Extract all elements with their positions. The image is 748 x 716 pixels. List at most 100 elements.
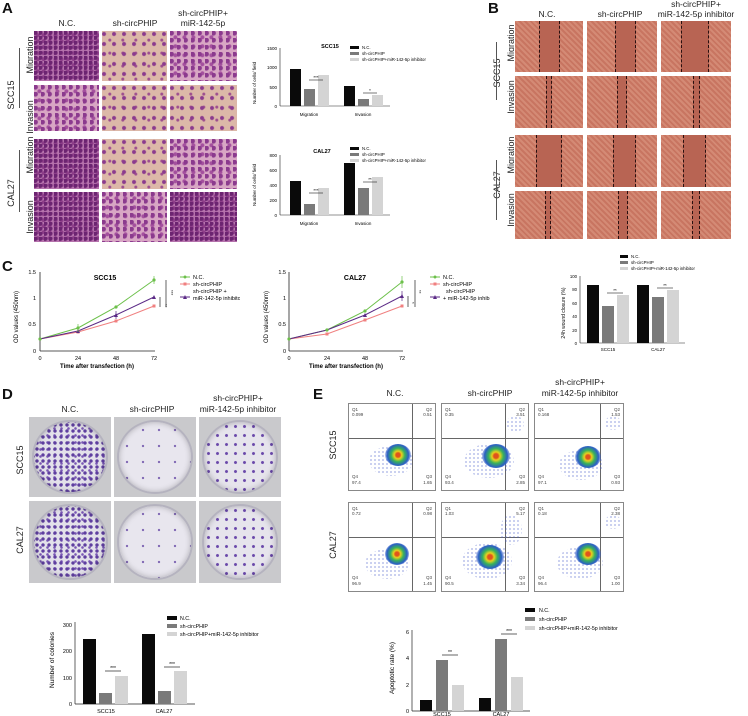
- svg-text:N.C.: N.C.: [193, 275, 204, 281]
- chart-c-wound-closure: N.C. sh-circPHIP sh-circPHIP+miR-142-5p …: [561, 254, 695, 352]
- svg-text:300: 300: [63, 623, 72, 629]
- transwell-image: [169, 84, 238, 132]
- panel-e-col-sh: sh-circPHIP: [467, 388, 513, 398]
- svg-text:N.C.: N.C.: [539, 608, 550, 614]
- y-axis-label: Number of cells/ field: [252, 62, 257, 105]
- svg-text:sh-circPHIP: sh-circPHIP: [631, 260, 654, 265]
- chart-title: SCC15: [94, 275, 117, 282]
- wound-image: [586, 134, 658, 188]
- svg-text:48: 48: [113, 356, 119, 362]
- svg-text:1.5: 1.5: [278, 270, 286, 276]
- panel-e-col-combo-1: sh-circPHIP+: [555, 377, 605, 387]
- transwell-image: [169, 30, 238, 82]
- divider: [496, 42, 497, 100]
- svg-text:Invasion: Invasion: [355, 221, 372, 226]
- svg-text:sh-circPHIP+miR-142-5p inhibit: sh-circPHIP+miR-142-5p inhibitor: [631, 266, 695, 271]
- wound-image: [514, 75, 584, 129]
- transwell-image: [33, 30, 100, 82]
- panel-d-letter: D: [2, 386, 13, 403]
- svg-text:0: 0: [575, 341, 578, 346]
- panel-e-col-nc: N.C.: [386, 388, 404, 398]
- svg-text:***: ***: [110, 666, 116, 672]
- chart-c-scc15: SCC15 OD values (450nm) 0 0.5 1 1.5 0 24…: [14, 270, 240, 370]
- svg-text:sh-circPHIP: sh-circPHIP: [362, 152, 385, 157]
- wound-image: [586, 20, 658, 73]
- svg-text:**: **: [417, 290, 422, 294]
- svg-text:sh-circPHIP +: sh-circPHIP +: [193, 289, 227, 295]
- chart-title: SCC15: [321, 44, 339, 50]
- svg-text:sh-circPHIP+miR-142-5p inhibit: sh-circPHIP+miR-142-5p inhibitor: [362, 57, 426, 62]
- colony-plate: [113, 416, 197, 498]
- svg-text:+ miR-142-5p inhibitor: + miR-142-5p inhibitor: [443, 296, 490, 302]
- svg-text:0: 0: [38, 356, 41, 362]
- panel-b-line-scc15: SCC15: [492, 58, 502, 88]
- panel-b-col-combo-2: miR-142-5p inhibitor: [657, 9, 735, 19]
- panel-a-col-sh: sh-circPHIP: [112, 18, 158, 28]
- svg-text:Migration: Migration: [300, 112, 319, 117]
- svg-text:40: 40: [572, 314, 577, 319]
- y-axis-label: Number of colonies: [49, 631, 56, 688]
- panel-a-col-nc: N.C.: [58, 18, 76, 28]
- y-axis-label: OD values (450nm): [264, 291, 270, 343]
- svg-text:0: 0: [69, 702, 72, 708]
- panel-e-letter: E: [313, 386, 324, 403]
- svg-text:***: ***: [313, 75, 319, 80]
- divider: [19, 48, 20, 108]
- x-axis-label: Time after transfection (h): [309, 364, 383, 370]
- svg-text:***: ***: [506, 629, 512, 635]
- divider: [496, 160, 497, 220]
- transwell-image: [33, 191, 100, 243]
- panel-d-col-combo-2: miR-142-5p inhibitor: [199, 404, 277, 414]
- transwell-image: [33, 84, 100, 132]
- svg-text:80: 80: [572, 287, 577, 292]
- svg-text:sh-circPHIP: sh-circPHIP: [362, 51, 385, 56]
- svg-text:CAL27: CAL27: [493, 712, 510, 716]
- svg-text:20: 20: [572, 328, 577, 333]
- svg-text:*: *: [369, 88, 371, 93]
- svg-text:0: 0: [33, 349, 36, 355]
- transwell-image: [101, 191, 168, 243]
- wound-image: [660, 134, 732, 188]
- flow-cytometry-plot: Q1 0.099 Q2 0.51 Q4 97.4 Q3 1.65: [348, 403, 436, 491]
- svg-text:SCC15: SCC15: [97, 709, 115, 715]
- svg-text:SCC15: SCC15: [433, 712, 451, 716]
- svg-text:N.C.: N.C.: [443, 275, 454, 281]
- svg-text:**: **: [448, 650, 452, 656]
- panel-a-letter: A: [2, 0, 13, 17]
- svg-text:500: 500: [269, 85, 277, 90]
- colony-plate: [113, 500, 197, 584]
- wound-image: [660, 20, 732, 73]
- transwell-image: [101, 84, 168, 132]
- svg-text:24: 24: [324, 356, 330, 362]
- svg-text:400: 400: [269, 183, 277, 188]
- svg-text:sh-circPHIP: sh-circPHIP: [443, 282, 472, 288]
- x-axis-label: Time after transfection (h): [60, 364, 134, 370]
- svg-text:miR-142-5p inhibitor: miR-142-5p inhibitor: [193, 296, 240, 302]
- svg-text:**: **: [613, 288, 617, 293]
- svg-text:0: 0: [283, 349, 286, 355]
- svg-text:1000: 1000: [267, 65, 278, 70]
- panel-b-letter: B: [488, 0, 499, 17]
- chart-title: CAL27: [313, 149, 330, 155]
- svg-text:0: 0: [274, 213, 277, 218]
- y-axis-label: 24h wound closure (%): [561, 287, 567, 338]
- svg-text:**: **: [663, 283, 667, 288]
- svg-text:60: 60: [572, 301, 577, 306]
- svg-text:***: ***: [169, 662, 175, 668]
- svg-text:N.C.: N.C.: [362, 45, 371, 50]
- divider: [19, 150, 20, 212]
- svg-text:sh-circPHIP: sh-circPHIP: [446, 289, 475, 295]
- panel-d-col-combo-1: sh-circPHIP+: [213, 393, 263, 403]
- wound-image: [514, 134, 584, 188]
- svg-text:200: 200: [63, 649, 72, 655]
- svg-text:***: ***: [313, 188, 319, 193]
- svg-text:sh-circPHIP: sh-circPHIP: [180, 624, 208, 630]
- svg-text:1: 1: [283, 296, 286, 302]
- svg-text:***: ***: [169, 290, 174, 296]
- panel-d-col-nc: N.C.: [61, 404, 79, 414]
- svg-text:CAL27: CAL27: [156, 709, 173, 715]
- svg-text:Migration: Migration: [300, 221, 319, 226]
- svg-text:100: 100: [570, 274, 578, 279]
- svg-text:N.C.: N.C.: [631, 254, 640, 259]
- panel-a-line-cal27: CAL27: [6, 179, 16, 207]
